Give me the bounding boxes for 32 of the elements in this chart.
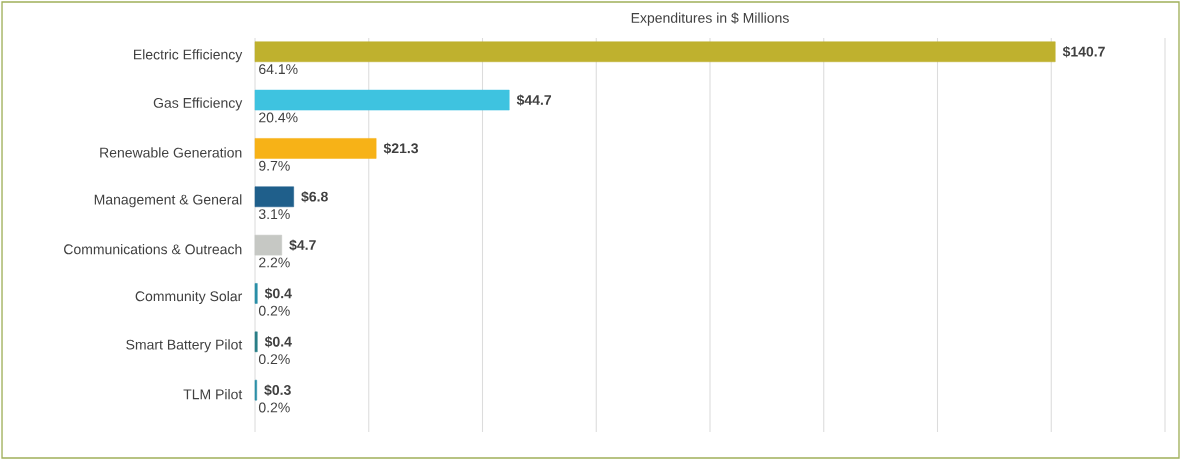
- y-tick-label: TLM Pilot: [183, 389, 243, 400]
- bar: [254, 234, 283, 256]
- annotation: 9.7%: [259, 160, 290, 171]
- bar: [254, 186, 294, 208]
- data-label: $140.7: [1062, 46, 1105, 58]
- data-label: $0.4: [264, 287, 292, 300]
- y-tick-label: Smart Battery Pilot: [126, 339, 243, 353]
- data-label: $0.3: [264, 384, 291, 396]
- data-label: $21.3: [383, 142, 419, 155]
- y-tick-label: Management & General: [94, 194, 242, 208]
- bar: [254, 283, 258, 304]
- data-label: $4.7: [289, 239, 316, 251]
- y-tick-label: Gas Efficiency: [153, 97, 243, 111]
- annotation: 0.2%: [258, 305, 290, 316]
- bar: [254, 138, 377, 159]
- y-tick-label: Renewable Generation: [100, 147, 242, 158]
- data-label: $44.7: [516, 94, 552, 106]
- bar: [254, 89, 510, 111]
- annotation: 3.1%: [258, 209, 290, 220]
- annotation: 0.2%: [258, 354, 290, 365]
- annotation: 0.2%: [258, 402, 290, 413]
- bar: [254, 41, 1056, 63]
- annotation: 20.4%: [259, 112, 298, 123]
- data-label: $6.8: [301, 191, 328, 203]
- data-label: $0.4: [264, 336, 292, 348]
- y-tick-label: Electric Efficiency: [134, 49, 243, 63]
- chart-title: Expenditures in $ Millions: [631, 12, 789, 26]
- annotation: 2.2%: [259, 257, 290, 268]
- annotation: 64.1%: [259, 64, 298, 75]
- y-tick-label: Communications & Outreach: [64, 243, 242, 255]
- bar: [254, 331, 258, 353]
- y-tick-label: Community Solar: [135, 290, 243, 304]
